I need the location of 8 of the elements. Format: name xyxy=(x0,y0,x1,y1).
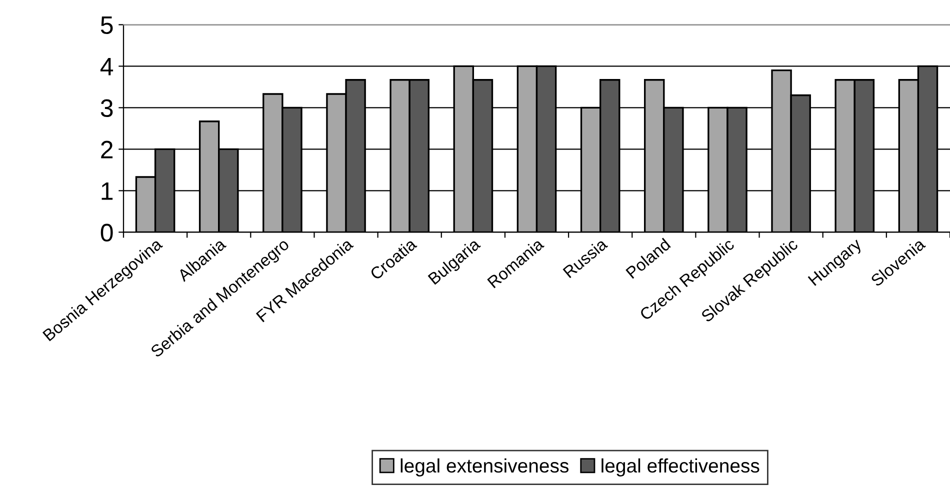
y-tick-label: 3 xyxy=(100,99,113,117)
y-tick-label: 2 xyxy=(101,140,113,158)
legend-label: legal effectiveness xyxy=(602,458,760,476)
y-tick-label: 4 xyxy=(100,58,114,76)
y-tick-label: 1 xyxy=(102,182,113,200)
y-tick-label: 5 xyxy=(100,16,113,34)
legend-label: legal extensiveness xyxy=(400,458,569,476)
y-tick-label: 0 xyxy=(100,224,113,242)
